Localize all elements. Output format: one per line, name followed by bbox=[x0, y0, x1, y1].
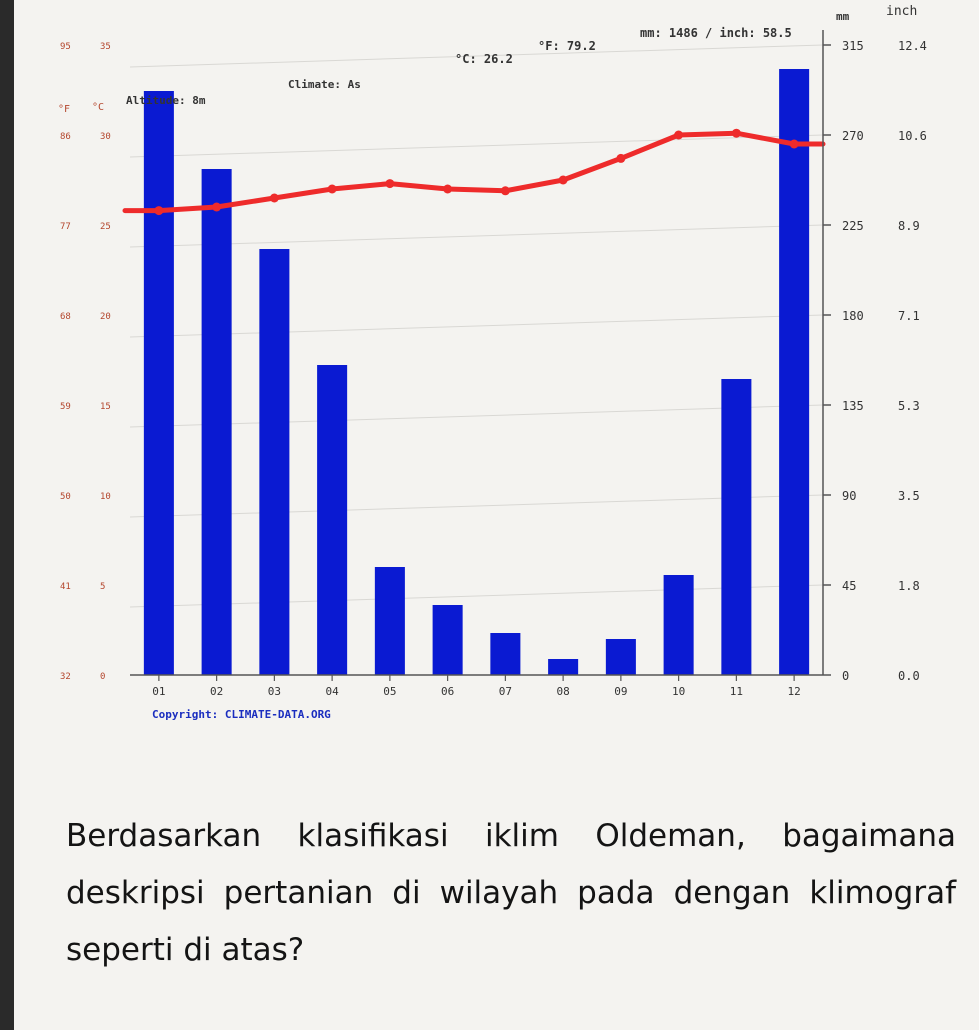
precip-bar-08 bbox=[548, 659, 579, 675]
altitude-label: Altitude: 8m bbox=[126, 94, 206, 107]
precip-bar-06 bbox=[432, 605, 463, 675]
copyright-label: Copyright: CLIMATE-DATA.ORG bbox=[152, 708, 331, 721]
temp-c-label: °C: 26.2 bbox=[455, 52, 513, 66]
gridline bbox=[129, 494, 824, 518]
left-tick-c: 15 bbox=[100, 402, 111, 412]
right-tick-inch: 3.5 bbox=[898, 489, 920, 503]
x-tick-label-07: 07 bbox=[499, 685, 512, 698]
precip-total-label: mm: 1486 / inch: 58.5 bbox=[640, 26, 792, 40]
right-tick-inch: 8.9 bbox=[898, 219, 920, 233]
question-text: Berdasarkan klasifikasi iklim Oldeman, b… bbox=[66, 818, 956, 968]
precipitation-bars bbox=[143, 69, 810, 675]
x-tick-label-01: 01 bbox=[152, 685, 165, 698]
x-tick-label-02: 02 bbox=[210, 685, 223, 698]
climograph-chart: 32 0 41 5 50 10 59 15 68 20 77 25 86 30 95 35 0 0.0 45 1.8… bbox=[58, 4, 927, 721]
temp-point-04 bbox=[327, 184, 337, 194]
unit-mm-label: mm bbox=[836, 10, 850, 23]
left-tick-f: 59 bbox=[60, 402, 71, 412]
right-tick-mm: 90 bbox=[842, 489, 856, 503]
left-tick-c: 20 bbox=[100, 312, 111, 322]
right-tick-mm: 270 bbox=[842, 129, 864, 143]
precip-bar-09 bbox=[605, 639, 636, 675]
temp-point-05 bbox=[385, 179, 395, 189]
temp-point-10 bbox=[674, 130, 684, 140]
left-tick-f: 77 bbox=[60, 222, 71, 232]
left-tick-c: 35 bbox=[100, 42, 111, 52]
left-tick-c: 25 bbox=[100, 222, 111, 232]
precip-bar-11 bbox=[721, 379, 752, 675]
right-tick-inch: 0.0 bbox=[898, 669, 920, 683]
right-tick-mm: 45 bbox=[842, 579, 856, 593]
left-tick-c: 10 bbox=[100, 492, 111, 502]
unit-inch-label: inch bbox=[886, 4, 917, 19]
left-tick-f: 95 bbox=[60, 42, 71, 52]
x-axis-ticks: 01 02 03 04 05 06 07 08 09 10 11 12 bbox=[152, 675, 801, 698]
right-axis-ticks: 0 0.0 45 1.8 90 3.5 135 5.3 180 7.1 225 8.9 270 10.6 3… bbox=[823, 39, 927, 683]
precip-bar-05 bbox=[374, 567, 405, 675]
precip-bar-12 bbox=[779, 69, 810, 675]
precip-bar-02 bbox=[201, 169, 232, 675]
right-tick-inch: 10.6 bbox=[898, 129, 927, 143]
temp-point-08 bbox=[558, 175, 568, 185]
temp-point-03 bbox=[269, 193, 279, 203]
temp-point-07 bbox=[500, 186, 510, 196]
temp-point-02 bbox=[212, 202, 222, 212]
left-tick-c: 0 bbox=[100, 672, 105, 682]
left-tick-f: 68 bbox=[60, 312, 71, 322]
temp-point-06 bbox=[443, 184, 453, 194]
temp-point-01 bbox=[154, 206, 164, 216]
climate-label: Climate: As bbox=[288, 78, 361, 91]
right-tick-inch: 1.8 bbox=[898, 579, 920, 593]
x-tick-label-06: 06 bbox=[441, 685, 454, 698]
left-tick-f: 41 bbox=[60, 582, 71, 592]
right-tick-mm: 180 bbox=[842, 309, 864, 323]
precip-bar-07 bbox=[490, 633, 521, 675]
precip-bar-03 bbox=[259, 249, 290, 675]
right-tick-mm: 225 bbox=[842, 219, 864, 233]
gridline bbox=[129, 314, 824, 338]
right-tick-mm: 0 bbox=[842, 669, 849, 683]
left-tick-c: 5 bbox=[100, 582, 105, 592]
right-tick-mm: 135 bbox=[842, 399, 864, 413]
left-tick-f: 32 bbox=[60, 672, 71, 682]
x-tick-label-08: 08 bbox=[557, 685, 570, 698]
unit-c-label: °C bbox=[92, 102, 104, 113]
temp-point-11 bbox=[731, 128, 741, 138]
gridline bbox=[129, 404, 824, 428]
x-tick-label-12: 12 bbox=[788, 685, 801, 698]
left-tick-f: 86 bbox=[60, 132, 71, 142]
left-tick-c: 30 bbox=[100, 132, 111, 142]
unit-f-label: °F bbox=[58, 104, 70, 115]
right-tick-inch: 12.4 bbox=[898, 39, 927, 53]
temp-f-label: °F: 79.2 bbox=[538, 39, 596, 53]
x-tick-label-09: 09 bbox=[614, 685, 627, 698]
temp-point-09 bbox=[616, 153, 626, 163]
temperature-line bbox=[122, 128, 826, 216]
right-tick-mm: 315 bbox=[842, 39, 864, 53]
left-axis-ticks: 32 0 41 5 50 10 59 15 68 20 77 25 86 30 95 35 bbox=[60, 42, 111, 682]
left-tick-f: 50 bbox=[60, 492, 71, 502]
temp-point-12 bbox=[789, 139, 799, 149]
precip-bar-10 bbox=[663, 575, 694, 675]
x-tick-label-11: 11 bbox=[730, 685, 743, 698]
temp-line-path bbox=[122, 130, 826, 214]
photo-edge-shadow bbox=[0, 0, 14, 1030]
precip-bar-04 bbox=[317, 365, 348, 675]
right-tick-inch: 5.3 bbox=[898, 399, 920, 413]
gridline bbox=[129, 584, 824, 608]
gridline bbox=[129, 134, 824, 158]
x-tick-label-05: 05 bbox=[383, 685, 396, 698]
gridline bbox=[129, 224, 824, 248]
x-tick-label-10: 10 bbox=[672, 685, 685, 698]
x-tick-label-03: 03 bbox=[268, 685, 281, 698]
gridlines bbox=[129, 44, 824, 608]
precip-bar-01 bbox=[143, 91, 174, 675]
right-tick-inch: 7.1 bbox=[898, 309, 920, 323]
gridline bbox=[129, 44, 824, 68]
x-tick-label-04: 04 bbox=[326, 685, 340, 698]
